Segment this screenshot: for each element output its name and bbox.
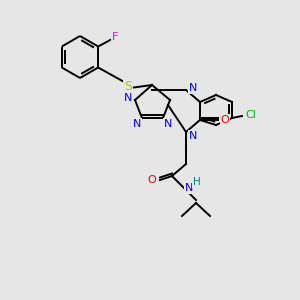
- Text: O: O: [148, 175, 156, 185]
- Text: N: N: [133, 119, 141, 129]
- Text: N: N: [189, 131, 197, 141]
- Text: N: N: [124, 93, 132, 103]
- Text: O: O: [220, 115, 230, 125]
- Text: N: N: [164, 119, 172, 129]
- Text: N: N: [185, 183, 193, 193]
- Text: N: N: [189, 83, 197, 93]
- Text: H: H: [193, 177, 201, 187]
- Text: F: F: [112, 32, 119, 41]
- Text: Cl: Cl: [246, 110, 256, 120]
- Text: S: S: [124, 80, 132, 92]
